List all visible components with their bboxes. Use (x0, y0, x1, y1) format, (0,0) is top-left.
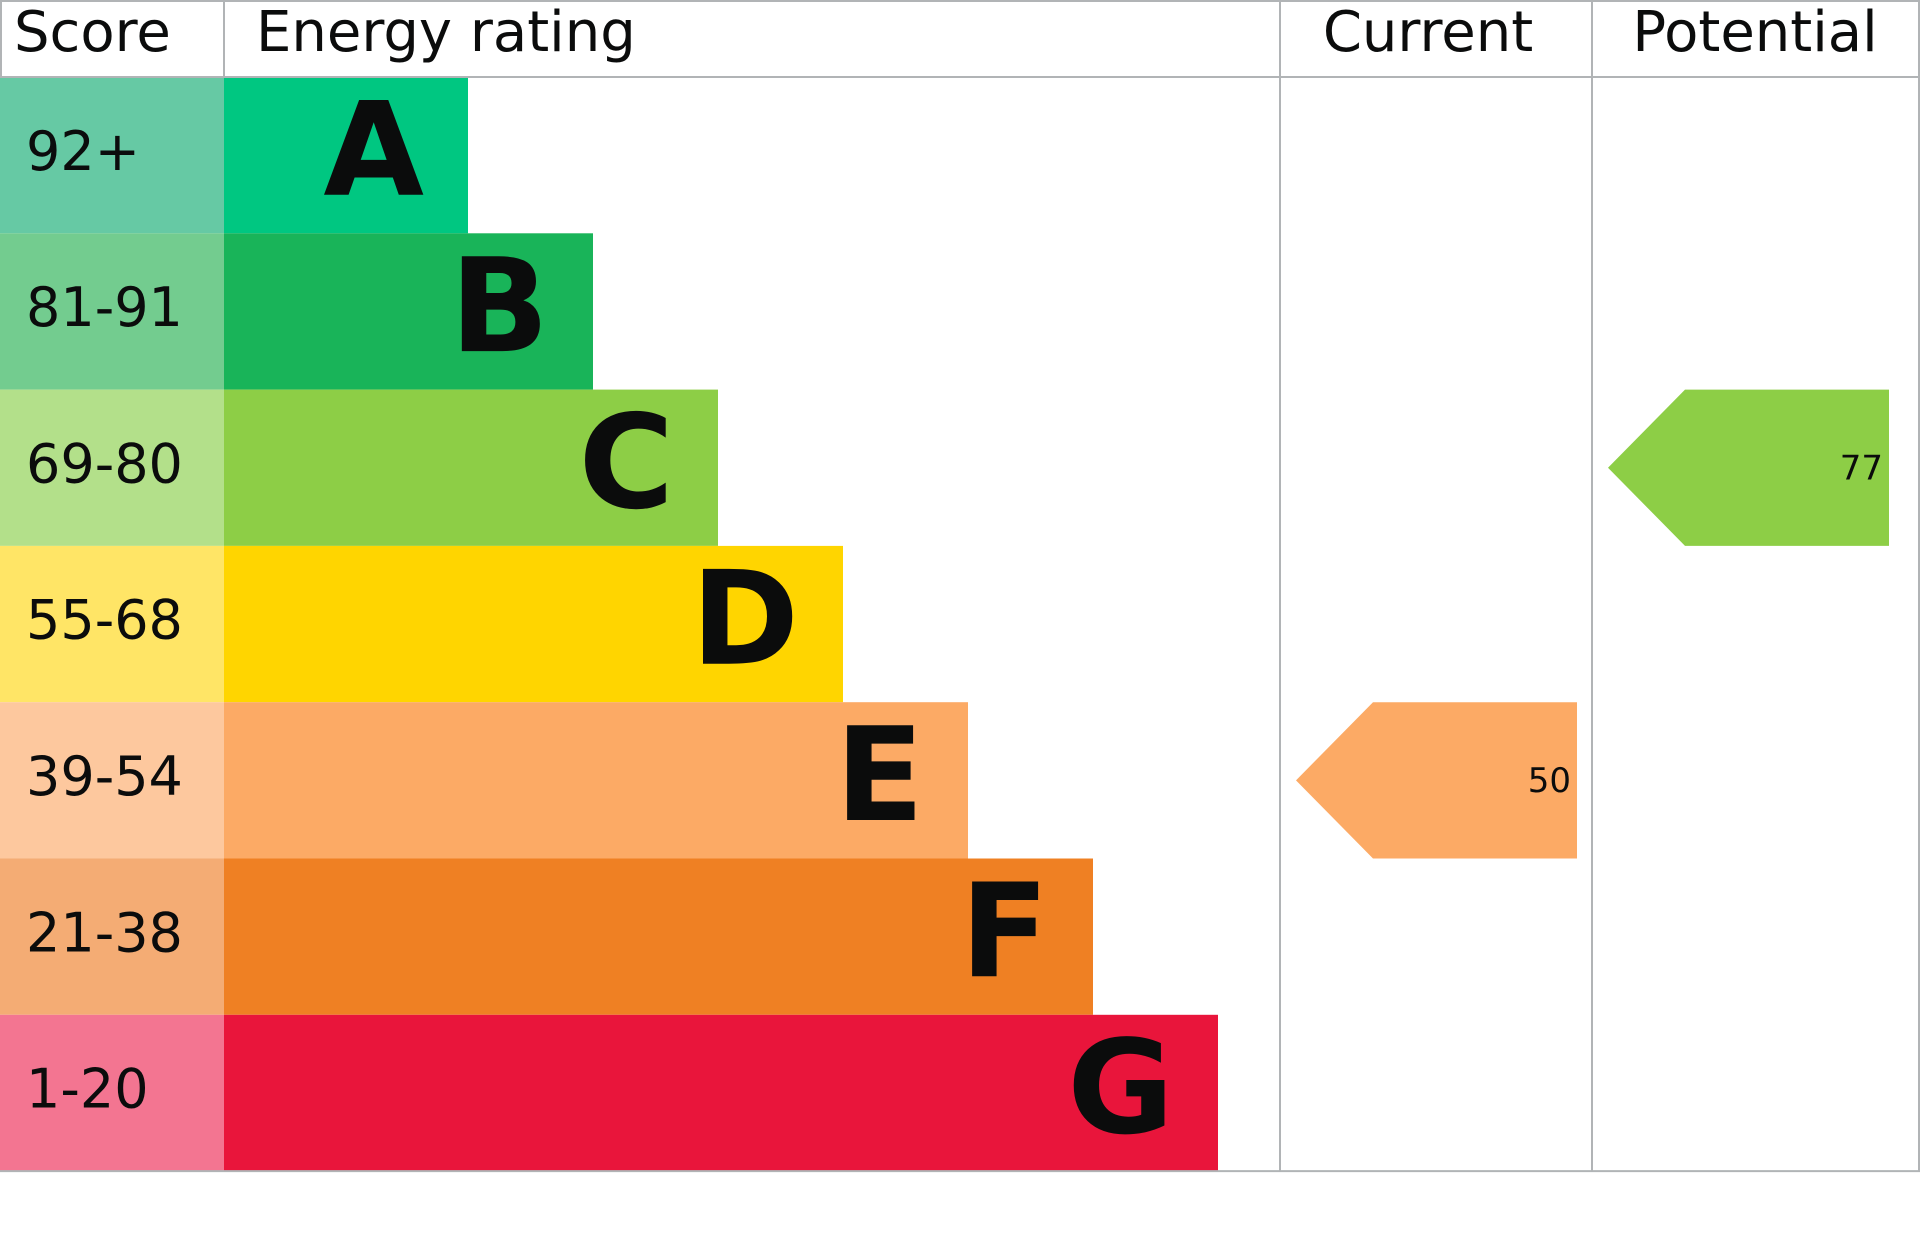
rating-bar (224, 1014, 1218, 1172)
rating-letter: G (1067, 1012, 1174, 1164)
rating-letter: E (835, 699, 924, 851)
current-score: 50 (1528, 761, 1571, 801)
score-range: 55-68 (26, 589, 183, 652)
score-range: 92+ (26, 120, 140, 183)
score-range: 1-20 (26, 1058, 149, 1121)
potential-header: Potential (1632, 0, 1877, 65)
rating-bar (224, 389, 718, 546)
current-arrow (1296, 702, 1577, 859)
score-range: 21-38 (26, 901, 183, 964)
rating-bar (224, 77, 468, 234)
energy-rating-header: Energy rating (256, 0, 636, 65)
score-cell (0, 545, 224, 703)
score-cell (0, 858, 224, 1015)
rating-bar (224, 702, 968, 859)
rating-letter: C (579, 386, 674, 538)
rating-bar (224, 545, 843, 703)
score-cell (0, 702, 224, 859)
score-range: 39-54 (26, 745, 183, 808)
score-cell (0, 233, 224, 390)
score-cell (0, 1014, 224, 1172)
potential-arrow (1608, 389, 1889, 546)
score-cell (0, 77, 224, 234)
rating-letter: F (960, 855, 1049, 1007)
rating-letter: A (323, 74, 424, 226)
rating-letter: D (691, 543, 799, 695)
score-header: Score (14, 0, 171, 65)
rating-bar (224, 233, 593, 390)
rating-bar (224, 858, 1093, 1015)
score-cell (0, 389, 224, 546)
rating-letter: B (450, 230, 549, 382)
potential-score: 77 (1840, 448, 1883, 488)
score-range: 81-91 (26, 276, 183, 339)
current-header: Current (1323, 0, 1533, 65)
score-range: 69-80 (26, 432, 183, 495)
